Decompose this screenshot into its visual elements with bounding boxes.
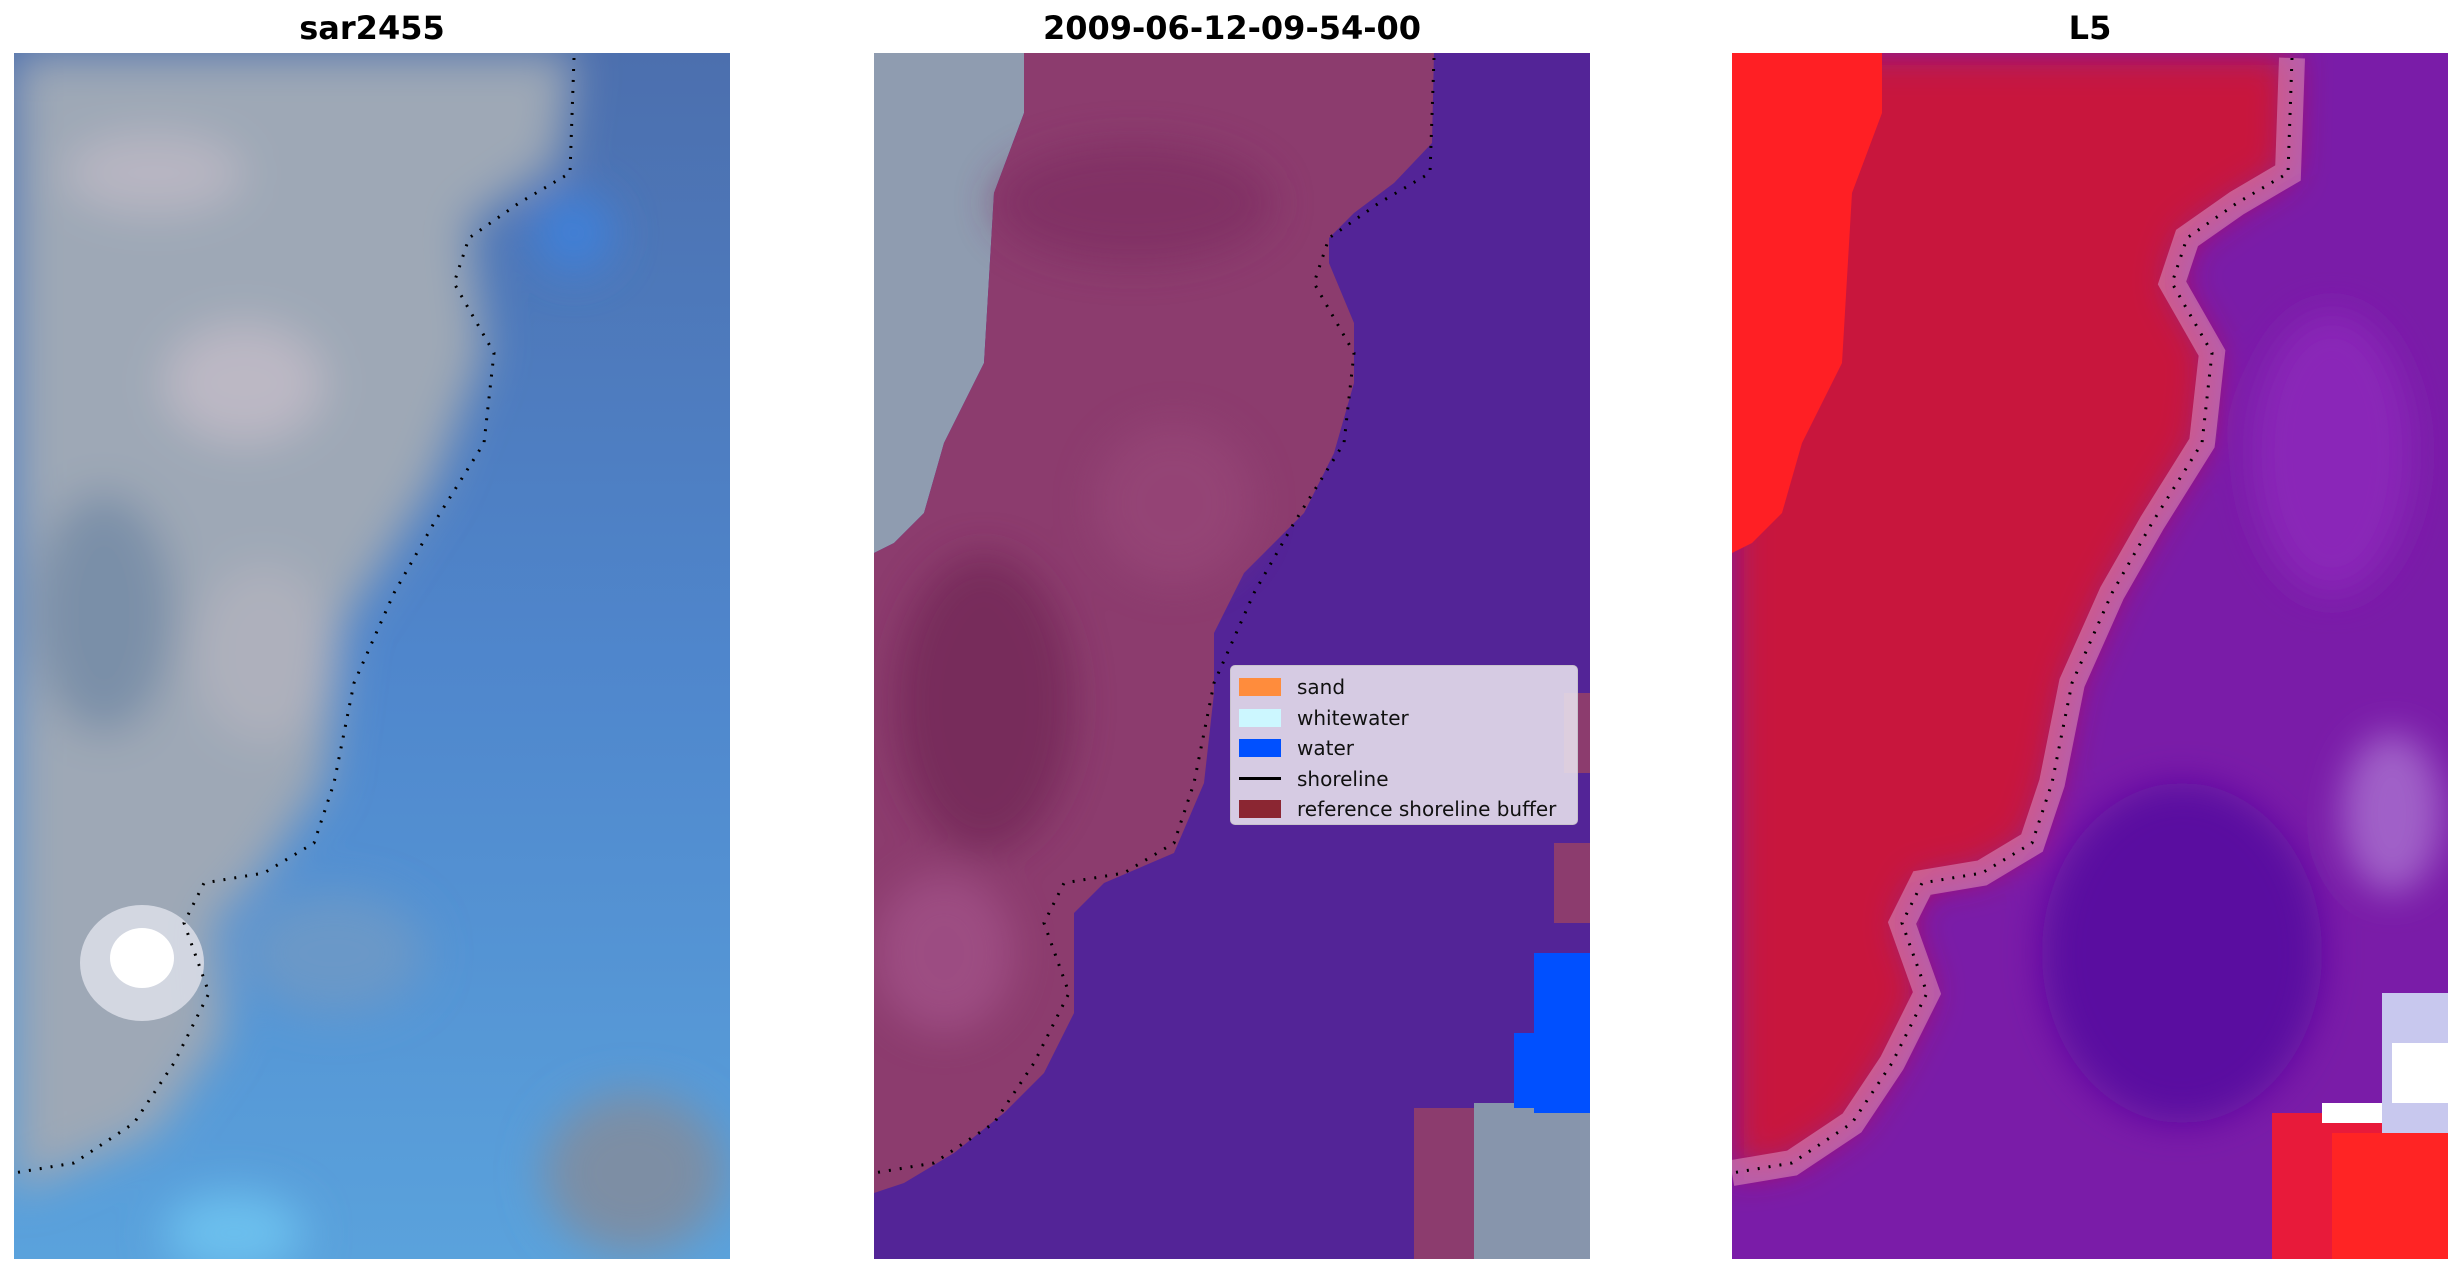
legend-item-shoreline: shoreline [1239,764,1569,795]
panel-title-classified: 2009-06-12-09-54-00 [1042,9,1422,47]
legend-label-reference-buffer: reference shoreline buffer [1297,797,1557,822]
legend-label-whitewater: whitewater [1297,705,1409,730]
legend-swatch-water [1239,739,1281,758]
classified-image [874,53,1590,1259]
rgb-image-panel [14,53,730,1259]
rgb-image [14,53,730,1259]
legend-item-reference-buffer: reference shoreline buffer [1239,794,1569,825]
legend-item-whitewater: whitewater [1239,703,1569,734]
legend-swatch-reference-buffer [1239,800,1281,819]
panel-title-rgb: sar2455 [299,9,445,47]
shoreline-dots-index [1732,57,2294,1175]
legend-label-shoreline: shoreline [1297,766,1389,791]
legend-item-water: water [1239,733,1569,764]
panel-title-index: L5 [2068,9,2112,47]
legend-swatch-whitewater [1239,708,1281,727]
shoreline-dots-rgb [14,57,576,1175]
legend-swatch-sand [1239,678,1281,697]
legend-label-sand: sand [1297,675,1346,700]
index-image [1732,53,2448,1259]
legend-label-water: water [1297,736,1354,761]
legend-item-sand: sand [1239,672,1569,703]
index-image-panel [1732,53,2448,1259]
legend: sand whitewater water shoreline referenc… [1230,665,1578,825]
classified-image-panel [874,53,1590,1259]
shoreline-dots-classified [874,57,1436,1175]
legend-swatch-shoreline [1239,777,1281,781]
